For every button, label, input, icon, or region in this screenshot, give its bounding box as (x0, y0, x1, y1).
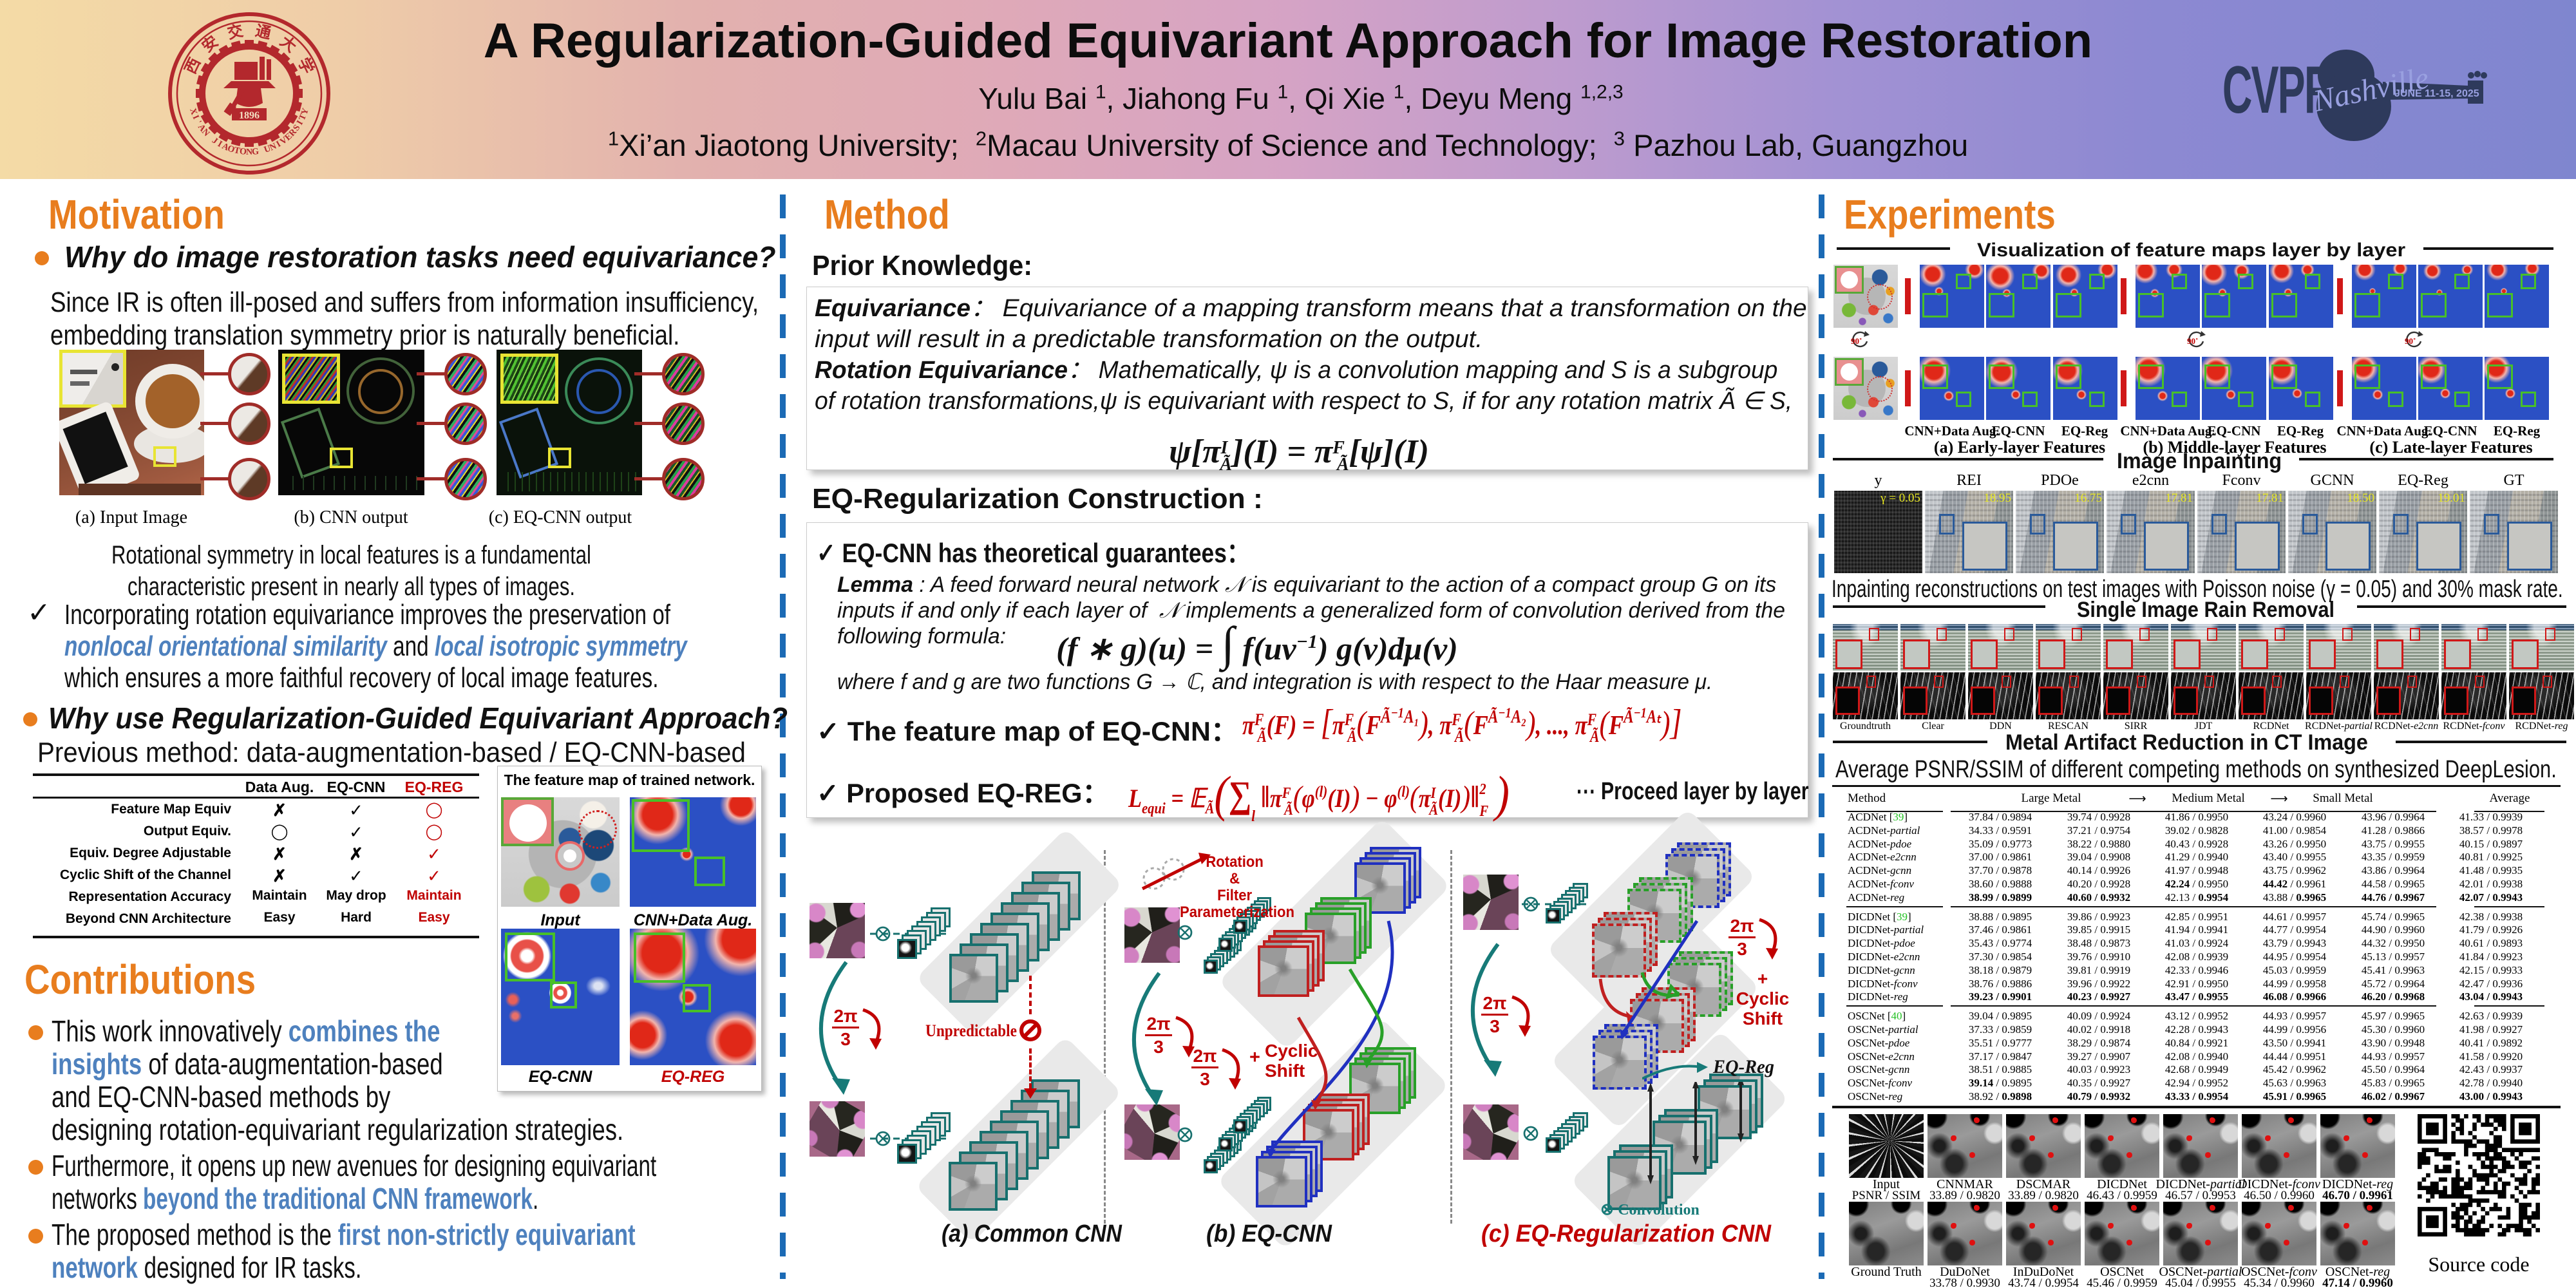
svg-text:': ' (193, 119, 203, 126)
svg-text:CVPR: CVPR (2222, 53, 2333, 127)
svg-text:90˚: 90˚ (1851, 336, 1862, 346)
svg-text:I: I (190, 114, 200, 121)
svg-text:Y: Y (299, 107, 310, 116)
svg-text:90˚: 90˚ (2187, 336, 2198, 346)
svg-text:通: 通 (254, 22, 272, 43)
svg-text:O: O (226, 144, 236, 155)
svg-text:T: T (233, 146, 242, 156)
svg-text:G: G (251, 147, 260, 157)
svg-text:JUNE 11-15, 2025: JUNE 11-15, 2025 (2394, 88, 2479, 99)
svg-text:1896: 1896 (239, 110, 260, 121)
svg-text:O: O (239, 147, 247, 157)
svg-text:U: U (263, 144, 272, 155)
svg-text:90˚: 90˚ (2405, 336, 2416, 346)
svg-text:X: X (187, 107, 198, 116)
svg-text:N: N (246, 147, 252, 157)
